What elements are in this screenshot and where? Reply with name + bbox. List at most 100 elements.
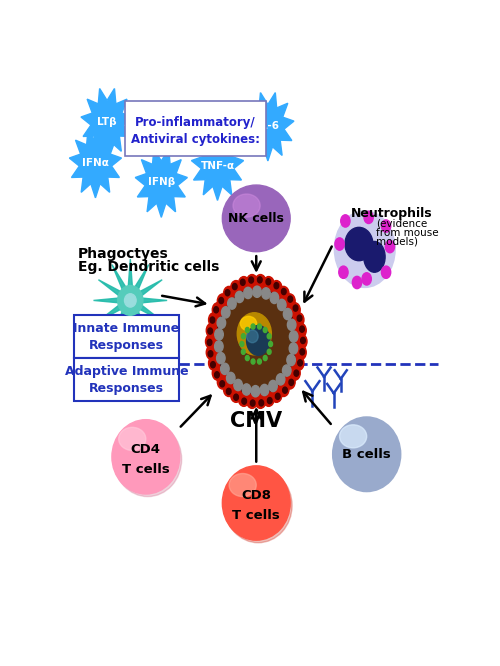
- Polygon shape: [129, 280, 162, 304]
- Circle shape: [220, 381, 224, 387]
- Circle shape: [242, 384, 251, 395]
- Polygon shape: [112, 264, 133, 302]
- Circle shape: [274, 282, 278, 289]
- Ellipse shape: [240, 316, 256, 331]
- Circle shape: [282, 288, 286, 294]
- FancyBboxPatch shape: [74, 358, 179, 402]
- Circle shape: [300, 349, 304, 355]
- Circle shape: [298, 360, 302, 366]
- Text: Phagoctyes: Phagoctyes: [78, 247, 169, 261]
- Circle shape: [293, 305, 298, 311]
- Ellipse shape: [246, 326, 270, 355]
- Ellipse shape: [334, 211, 395, 287]
- Text: Innate Immune
Responses: Innate Immune Responses: [74, 322, 180, 352]
- FancyBboxPatch shape: [124, 101, 266, 157]
- Circle shape: [294, 370, 298, 376]
- Circle shape: [300, 326, 304, 332]
- Circle shape: [267, 349, 271, 354]
- Circle shape: [258, 277, 262, 283]
- Text: NK cells: NK cells: [228, 212, 284, 225]
- Circle shape: [214, 341, 223, 352]
- Ellipse shape: [238, 313, 272, 355]
- Ellipse shape: [222, 185, 290, 252]
- Polygon shape: [98, 280, 132, 304]
- Ellipse shape: [118, 428, 146, 450]
- Ellipse shape: [333, 417, 400, 492]
- Circle shape: [206, 334, 216, 348]
- Circle shape: [238, 276, 250, 291]
- Text: Antiviral cytokines:: Antiviral cytokines:: [130, 133, 260, 147]
- Polygon shape: [112, 298, 133, 336]
- Circle shape: [206, 323, 217, 338]
- Circle shape: [296, 345, 306, 360]
- Text: from mouse: from mouse: [376, 228, 439, 238]
- Circle shape: [218, 294, 228, 308]
- Circle shape: [271, 280, 282, 295]
- Circle shape: [251, 359, 255, 364]
- Circle shape: [224, 286, 234, 301]
- Circle shape: [222, 307, 230, 318]
- Text: models): models): [376, 237, 418, 247]
- Circle shape: [269, 380, 278, 392]
- Circle shape: [278, 286, 289, 301]
- Text: B cells: B cells: [342, 448, 391, 461]
- Circle shape: [258, 324, 262, 329]
- Circle shape: [259, 400, 264, 406]
- Polygon shape: [242, 93, 294, 161]
- Polygon shape: [127, 300, 134, 342]
- Ellipse shape: [222, 466, 290, 540]
- Polygon shape: [94, 297, 130, 304]
- Circle shape: [271, 388, 282, 402]
- Circle shape: [240, 342, 244, 346]
- Circle shape: [208, 278, 304, 404]
- Circle shape: [214, 306, 218, 313]
- Circle shape: [290, 366, 300, 380]
- Circle shape: [235, 291, 244, 302]
- Ellipse shape: [124, 294, 136, 307]
- Circle shape: [208, 328, 212, 334]
- Circle shape: [242, 334, 246, 339]
- Circle shape: [228, 298, 236, 309]
- Circle shape: [278, 382, 289, 396]
- Circle shape: [212, 366, 223, 380]
- Text: TNF-α: TNF-α: [200, 161, 234, 170]
- Circle shape: [293, 356, 304, 370]
- Circle shape: [267, 334, 271, 339]
- Circle shape: [270, 292, 278, 304]
- Circle shape: [226, 372, 235, 384]
- Circle shape: [251, 386, 260, 397]
- Circle shape: [212, 302, 223, 317]
- Ellipse shape: [224, 468, 292, 543]
- Circle shape: [276, 393, 280, 400]
- Circle shape: [217, 317, 226, 328]
- Polygon shape: [128, 264, 148, 302]
- Circle shape: [288, 296, 292, 302]
- Circle shape: [249, 277, 254, 283]
- Circle shape: [238, 392, 250, 406]
- Circle shape: [230, 388, 241, 402]
- Circle shape: [268, 342, 272, 346]
- Circle shape: [276, 374, 285, 385]
- Text: Eg. Dendritic cells: Eg. Dendritic cells: [78, 260, 220, 274]
- Circle shape: [210, 362, 216, 368]
- Polygon shape: [129, 298, 162, 321]
- Circle shape: [284, 375, 295, 389]
- Circle shape: [264, 356, 267, 360]
- Circle shape: [255, 394, 266, 408]
- Circle shape: [240, 279, 245, 285]
- Circle shape: [352, 276, 362, 288]
- Circle shape: [284, 294, 295, 308]
- Text: CMV: CMV: [230, 411, 282, 431]
- Circle shape: [234, 380, 242, 391]
- Circle shape: [242, 349, 246, 354]
- Circle shape: [282, 387, 288, 393]
- Circle shape: [220, 293, 293, 390]
- Circle shape: [263, 392, 274, 406]
- Ellipse shape: [118, 286, 143, 315]
- Text: Neutrophils: Neutrophils: [351, 206, 433, 220]
- Text: LTβ: LTβ: [97, 117, 117, 127]
- Circle shape: [382, 220, 390, 232]
- Text: IFNβ: IFNβ: [148, 177, 175, 188]
- Polygon shape: [128, 298, 148, 336]
- Circle shape: [234, 394, 238, 400]
